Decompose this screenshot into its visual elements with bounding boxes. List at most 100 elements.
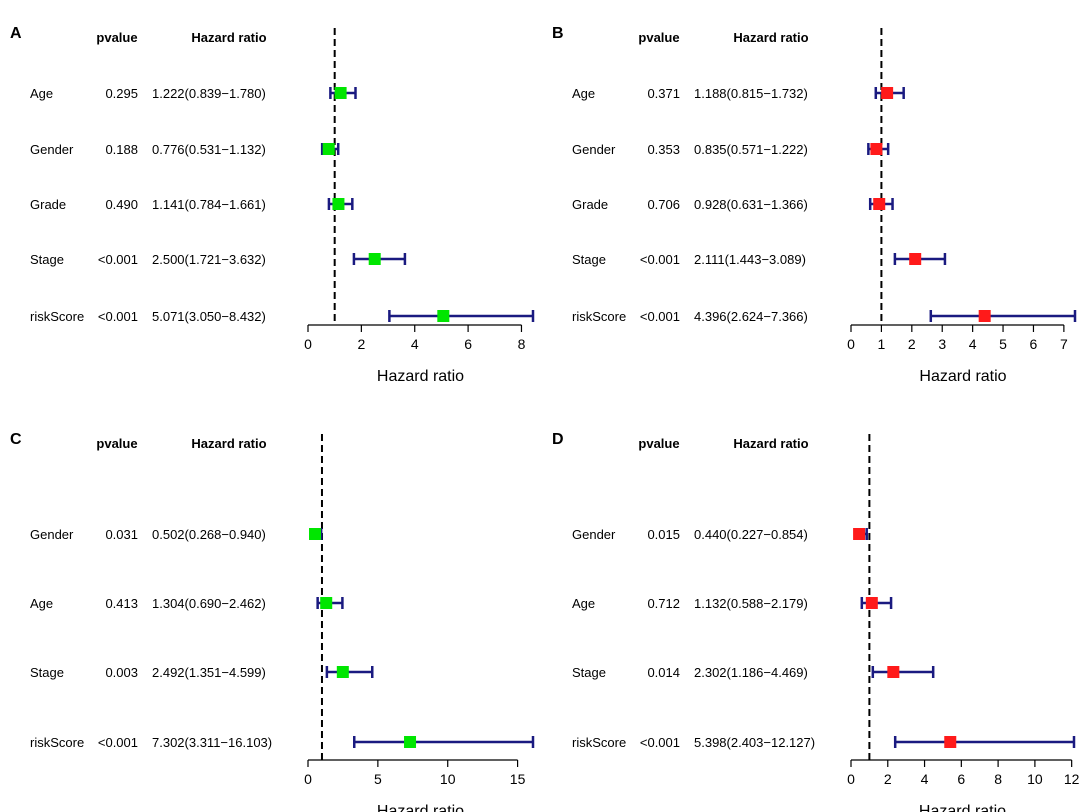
x-tick-label: 7 [1060, 336, 1068, 352]
hr-point-marker [332, 198, 345, 210]
row-hr-text: 5.071(3.050−8.432) [152, 309, 266, 324]
row-hr-text: 2.302(1.186−4.469) [694, 665, 808, 680]
row-pvalue: <0.001 [98, 735, 138, 750]
x-tick-label: 8 [518, 336, 526, 352]
x-tick-label: 0 [304, 336, 312, 352]
x-tick-label: 2 [908, 336, 916, 352]
panel-label: A [10, 25, 22, 42]
row-pvalue: 0.413 [105, 596, 138, 611]
row-hr-text: 7.302(3.311−16.103) [152, 735, 272, 750]
hr-point-marker [368, 253, 381, 265]
row-variable-label: Stage [30, 252, 64, 267]
row-pvalue: 0.014 [647, 665, 680, 680]
row-pvalue: <0.001 [640, 309, 680, 324]
x-tick-label: 15 [510, 771, 526, 787]
header-pvalue: pvalue [96, 30, 137, 45]
hr-point-marker [309, 528, 322, 540]
row-hr-text: 4.396(2.624−7.366) [694, 309, 808, 324]
hr-point-marker [873, 198, 886, 210]
row-pvalue: 0.706 [647, 197, 680, 212]
hr-point-marker [404, 736, 417, 748]
x-tick-label: 2 [357, 336, 365, 352]
x-axis-title: Hazard ratio [377, 803, 464, 812]
x-tick-label: 12 [1064, 771, 1080, 787]
row-pvalue: 0.353 [647, 142, 680, 157]
row-hr-text: 0.928(0.631−1.366) [694, 197, 808, 212]
row-hr-text: 1.304(0.690−2.462) [152, 596, 266, 611]
panel-label: D [552, 431, 564, 448]
x-axis-title: Hazard ratio [919, 803, 1006, 812]
x-tick-label: 5 [999, 336, 1007, 352]
row-variable-label: Stage [572, 252, 606, 267]
x-tick-label: 4 [921, 771, 929, 787]
hr-point-marker [322, 143, 335, 155]
row-hr-text: 0.776(0.531−1.132) [152, 142, 266, 157]
row-pvalue: 0.188 [105, 142, 138, 157]
row-hr-text: 1.132(0.588−2.179) [694, 596, 808, 611]
x-tick-label: 6 [1030, 336, 1038, 352]
header-pvalue: pvalue [638, 30, 679, 45]
x-tick-label: 10 [1027, 771, 1043, 787]
row-variable-label: Grade [30, 197, 66, 212]
row-hr-text: 5.398(2.403−12.127) [694, 735, 815, 750]
row-pvalue: 0.003 [105, 665, 138, 680]
x-tick-label: 0 [847, 336, 855, 352]
row-pvalue: <0.001 [640, 735, 680, 750]
row-variable-label: Age [572, 596, 595, 611]
row-pvalue: <0.001 [640, 252, 680, 267]
hr-point-marker [437, 310, 450, 322]
hr-point-marker [944, 736, 957, 748]
hr-point-marker [887, 666, 900, 678]
row-variable-label: riskScore [30, 735, 84, 750]
x-tick-label: 4 [969, 336, 977, 352]
x-tick-label: 0 [847, 771, 855, 787]
row-pvalue: 0.490 [105, 197, 138, 212]
hr-point-marker [870, 143, 883, 155]
x-tick-label: 2 [884, 771, 892, 787]
x-tick-label: 0 [304, 771, 312, 787]
row-variable-label: riskScore [572, 309, 626, 324]
header-hazard-ratio: Hazard ratio [191, 436, 266, 451]
row-pvalue: 0.712 [647, 596, 680, 611]
row-hr-text: 1.188(0.815−1.732) [694, 86, 808, 101]
hr-point-marker [336, 666, 349, 678]
header-hazard-ratio: Hazard ratio [733, 436, 808, 451]
x-axis-title: Hazard ratio [377, 368, 464, 385]
panel-label: C [10, 431, 22, 448]
row-variable-label: Gender [30, 527, 74, 542]
row-hr-text: 0.502(0.268−0.940) [152, 527, 266, 542]
row-hr-text: 1.222(0.839−1.780) [152, 86, 266, 101]
hr-point-marker [865, 597, 878, 609]
row-hr-text: 0.440(0.227−0.854) [694, 527, 808, 542]
row-pvalue: 0.031 [105, 527, 138, 542]
header-hazard-ratio: Hazard ratio [733, 30, 808, 45]
row-variable-label: Gender [572, 527, 616, 542]
hr-point-marker [881, 87, 894, 99]
header-hazard-ratio: Hazard ratio [191, 30, 266, 45]
row-pvalue: <0.001 [98, 309, 138, 324]
row-hr-text: 0.835(0.571−1.222) [694, 142, 808, 157]
row-pvalue: 0.371 [647, 86, 680, 101]
row-hr-text: 2.492(1.351−4.599) [152, 665, 266, 680]
x-tick-label: 6 [464, 336, 472, 352]
row-pvalue: <0.001 [98, 252, 138, 267]
x-axis-title: Hazard ratio [919, 368, 1006, 385]
panel-label: B [552, 25, 564, 42]
x-tick-label: 8 [994, 771, 1002, 787]
hr-point-marker [978, 310, 991, 322]
row-hr-text: 2.500(1.721−3.632) [152, 252, 266, 267]
row-variable-label: Age [30, 86, 53, 101]
row-hr-text: 1.141(0.784−1.661) [152, 197, 266, 212]
row-variable-label: Gender [572, 142, 616, 157]
hr-point-marker [320, 597, 333, 609]
x-tick-label: 4 [411, 336, 419, 352]
header-pvalue: pvalue [96, 436, 137, 451]
row-variable-label: riskScore [30, 309, 84, 324]
row-variable-label: Gender [30, 142, 74, 157]
row-variable-label: riskScore [572, 735, 626, 750]
hr-point-marker [909, 253, 922, 265]
